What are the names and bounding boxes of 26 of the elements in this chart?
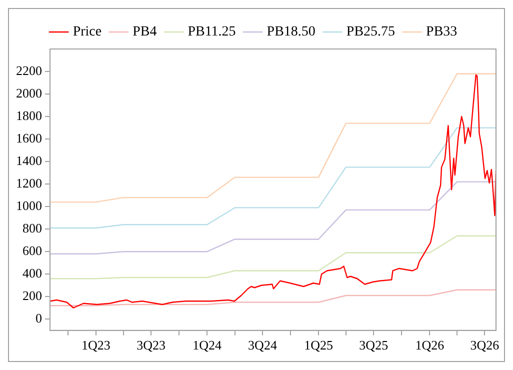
y-tick-label: 0: [36, 310, 42, 326]
legend-label: PB33: [426, 24, 458, 40]
y-tick-label: 1000: [16, 198, 42, 214]
y-tick-label: 1200: [16, 175, 42, 190]
y-tick-label: 2200: [16, 62, 42, 78]
x-tick-label: 3Q23: [136, 338, 166, 353]
y-tick-label: 1800: [16, 108, 42, 123]
x-tick-label: 1Q25: [304, 338, 333, 353]
legend-label: PB11.25: [188, 24, 236, 40]
legend-label: Price: [72, 24, 102, 40]
y-tick-label: 200: [22, 288, 42, 304]
x-tick-label: 3Q26: [470, 338, 500, 353]
legend-label: PB18.50: [266, 24, 316, 40]
x-tick-label: 1Q23: [82, 338, 110, 353]
y-tick-label: 600: [22, 243, 42, 258]
y-tick-label: 400: [22, 266, 42, 281]
x-tick-label: 3Q24: [248, 338, 278, 353]
y-tick-label: 800: [22, 220, 42, 236]
legend-label: PB25.75: [346, 24, 396, 40]
x-tick-label: 1Q24: [192, 338, 222, 353]
x-tick-label: 3Q25: [359, 338, 388, 353]
x-tick-label: 1Q26: [415, 338, 445, 353]
legend-label: PB4: [132, 24, 157, 40]
y-tick-label: 1600: [16, 130, 42, 146]
y-tick-label: 1400: [16, 152, 42, 168]
y-tick-label: 2000: [16, 85, 42, 100]
